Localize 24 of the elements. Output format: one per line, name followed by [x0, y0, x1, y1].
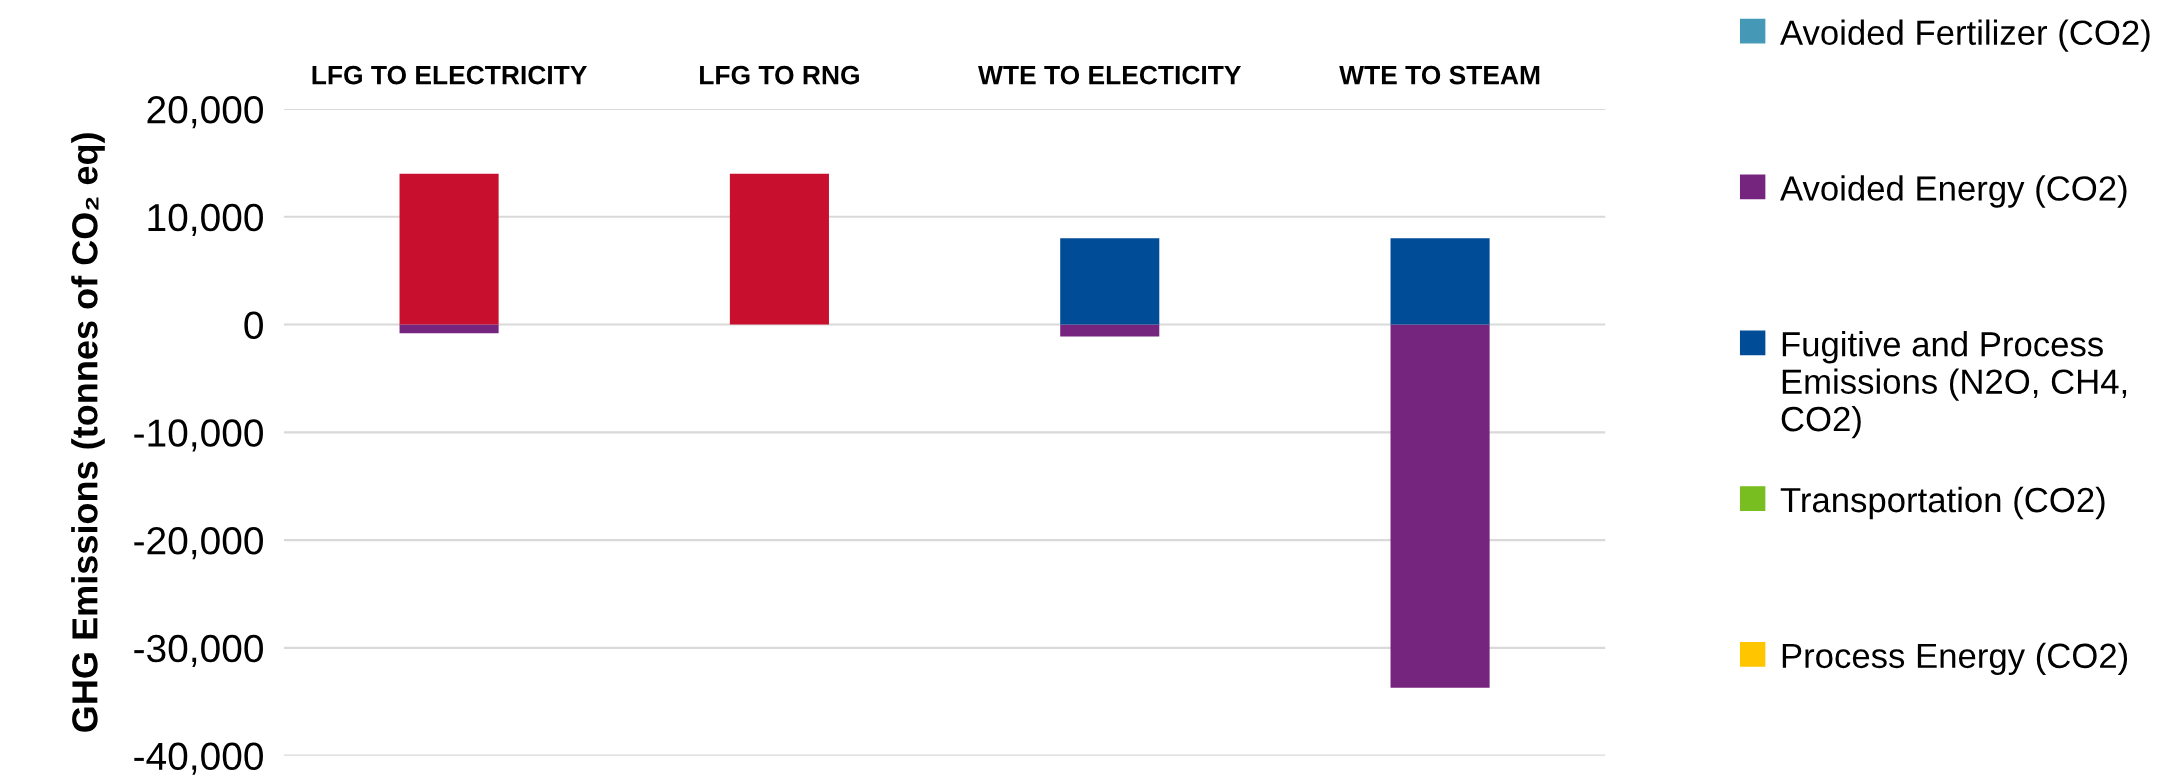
x-tick-label: LFG TO RNG [700, 65, 859, 85]
y-tick-label: -10,000 [134, 419, 263, 452]
y-tick-label: -40,000 [134, 742, 263, 775]
legend-label: Fugitive and Process Emissions (N2O, CH4, CO2) [1781, 331, 2127, 439]
legend-label: Transportation (CO2) [1780, 486, 2105, 520]
y-axis-title: GHG Emissions (tonnes of CO₂ eq) [71, 133, 105, 732]
y-tick-label: -20,000 [134, 527, 263, 560]
bar [1390, 324, 1490, 688]
legend-label: Process Energy (CO2) [1782, 642, 2128, 676]
bar [399, 173, 499, 325]
y-tick-label: -30,000 [134, 634, 263, 667]
y-tick-label: 10,000 [148, 203, 263, 236]
y-tick-label: 0 [244, 311, 263, 340]
x-tick-label: WTE TO STEAM [1339, 65, 1540, 85]
bar [1390, 238, 1490, 325]
x-tick-label: WTE TO ELECTICITY [978, 65, 1242, 85]
bar [1060, 238, 1160, 325]
legend-label: Avoided Fertilizer (CO2) [1780, 19, 2150, 52]
y-tick-label: 20,000 [147, 96, 263, 129]
x-tick-label: LFG TO ELECTRICITY [312, 65, 587, 85]
legend-label: Avoided Energy (CO2) [1780, 175, 2127, 208]
bar [729, 173, 829, 325]
bar [1060, 324, 1160, 337]
bar [399, 324, 499, 334]
